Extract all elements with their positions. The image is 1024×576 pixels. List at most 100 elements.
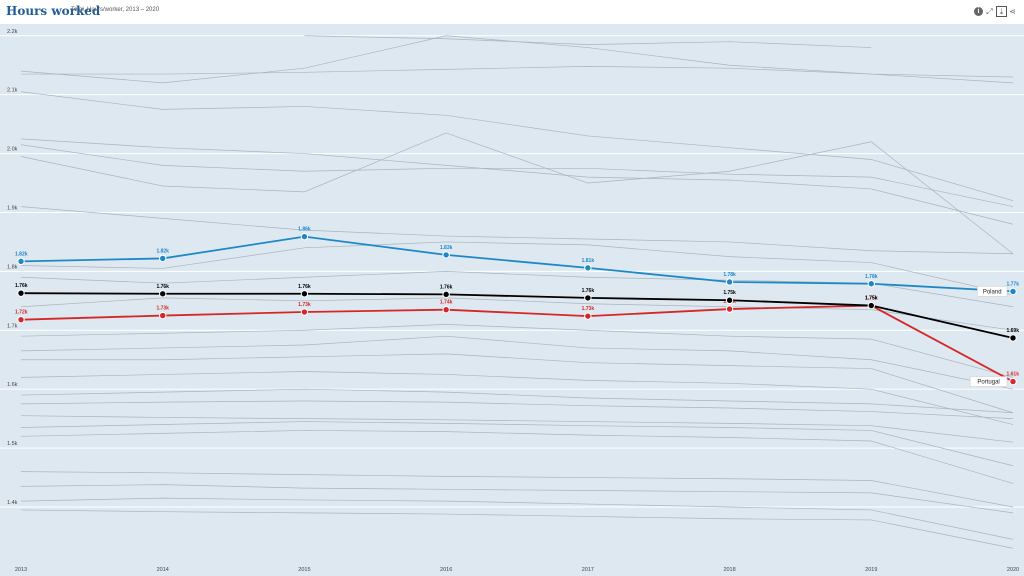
- x-tick-label: 2020: [1007, 567, 1019, 573]
- context-line: [20, 324, 1014, 378]
- context-line: [21, 66, 1014, 84]
- context-line: [20, 497, 1014, 540]
- data-label: 1.75k: [865, 296, 878, 302]
- context-line: [304, 35, 872, 48]
- context-line: [20, 509, 1014, 549]
- highlight-series: 1.82k 1.82k 1.86k 1.83k 1.81k 1.78k 1.78k 1.77k…: [15, 227, 1019, 387]
- data-label: 1.76k: [582, 288, 595, 294]
- series-name-label: Portugal: [977, 380, 999, 386]
- data-point[interactable]: [159, 311, 167, 320]
- x-tick-label: 2014: [157, 567, 169, 573]
- data-label: 1.77k: [1006, 281, 1019, 287]
- data-point[interactable]: [159, 290, 167, 298]
- context-line: [20, 144, 1014, 207]
- data-label: 1.83k: [440, 245, 453, 251]
- data-point[interactable]: [300, 290, 309, 298]
- series-line[interactable]: [20, 304, 1014, 383]
- context-line: [20, 297, 1014, 331]
- context-line: [20, 415, 1014, 443]
- chart-header: Hours worked Total, Hours/worker, 2013 –…: [0, 0, 1024, 24]
- context-line: [20, 484, 1014, 514]
- y-tick-label: 1.9k: [7, 205, 18, 211]
- data-point[interactable]: [867, 301, 875, 310]
- data-label: 1.76k: [440, 284, 453, 290]
- context-line: [20, 371, 1014, 425]
- data-point[interactable]: [300, 232, 309, 241]
- fullscreen-icon[interactable]: ⤢: [986, 7, 993, 16]
- y-tick-label: 1.5k: [7, 441, 18, 447]
- data-point[interactable]: [725, 278, 734, 286]
- data-point[interactable]: [584, 294, 592, 302]
- share-icon[interactable]: ⋖: [1009, 7, 1016, 16]
- data-label: 1.61k: [1006, 372, 1019, 378]
- context-line: [20, 430, 1014, 484]
- context-series: [20, 35, 1014, 549]
- context-line: [20, 388, 1014, 414]
- data-label: 1.75k: [723, 290, 736, 296]
- series-line[interactable]: [20, 235, 1014, 293]
- context-line: [20, 335, 1014, 390]
- data-label: 1.72k: [15, 310, 28, 316]
- data-point[interactable]: [17, 315, 25, 324]
- data-point[interactable]: [442, 305, 450, 314]
- info-icon[interactable]: i: [974, 7, 983, 16]
- data-point[interactable]: [17, 257, 25, 266]
- y-tick-label: 1.4k: [7, 500, 18, 506]
- data-point[interactable]: [867, 280, 875, 288]
- data-point[interactable]: [725, 296, 734, 304]
- x-tick-label: 2015: [298, 567, 310, 573]
- series-poland[interactable]: 1.82k 1.82k 1.86k 1.83k 1.81k 1.78k 1.78k 1.77k…: [15, 227, 1019, 297]
- data-point[interactable]: [442, 290, 450, 299]
- y-axis-ticks: 1.4k 1.5k 1.6k 1.7k 1.8k 1.9k 2.0k 2.1k 2.2k: [7, 29, 18, 506]
- context-line: [20, 400, 1014, 419]
- data-point[interactable]: [159, 254, 167, 263]
- context-line: [20, 138, 1014, 225]
- data-label: 1.86k: [298, 227, 311, 233]
- x-tick-label: 2019: [865, 567, 877, 573]
- y-tick-label: 2.1k: [7, 88, 18, 94]
- context-line: [20, 421, 1014, 467]
- data-point[interactable]: [300, 308, 309, 316]
- y-tick-label: 1.8k: [7, 264, 18, 270]
- y-tick-label: 1.6k: [7, 382, 18, 388]
- data-label: 1.73k: [298, 302, 311, 308]
- data-label: 1.69k: [1006, 328, 1019, 334]
- data-label: 1.81k: [582, 258, 595, 264]
- data-label: 1.76k: [298, 284, 311, 290]
- data-point[interactable]: [442, 251, 450, 259]
- y-tick-label: 2.0k: [7, 147, 18, 153]
- data-label: 1.73k: [156, 306, 169, 312]
- series-average[interactable]: 1.76k 1.76k 1.76k 1.76k 1.76k 1.75k 1.75k 1.69k: [15, 283, 1019, 342]
- series-name-label: Poland: [983, 289, 1002, 295]
- data-label: 1.78k: [723, 272, 736, 278]
- x-axis-ticks: 2013 2014 2015 2016 2017 2018 2019 2020: [15, 567, 1019, 573]
- x-tick-label: 2016: [440, 567, 452, 573]
- plot-background: [0, 24, 1024, 576]
- data-label: 1.78k: [865, 274, 878, 280]
- series-line[interactable]: [20, 292, 1014, 339]
- context-line: [20, 241, 1014, 296]
- line-chart: 1.4k 1.5k 1.6k 1.7k 1.8k 1.9k 2.0k 2.1k 2.2k 201…: [0, 24, 1024, 576]
- data-point[interactable]: [1009, 377, 1017, 386]
- context-line: [20, 471, 1014, 508]
- series-portugal[interactable]: 1.72k1.73k1.73k1.74k1.73k1.74k1.75k1.61k…: [15, 296, 1019, 387]
- data-point[interactable]: [725, 305, 734, 313]
- y-tick-label: 1.7k: [7, 323, 18, 329]
- data-point[interactable]: [584, 264, 592, 272]
- data-point[interactable]: [17, 289, 25, 297]
- x-tick-label: 2013: [15, 567, 27, 573]
- data-point[interactable]: [1009, 287, 1017, 296]
- x-tick-label: 2018: [723, 567, 735, 573]
- grid-lines: [0, 35, 1024, 508]
- data-label: 1.73k: [582, 306, 595, 312]
- data-label: 1.74k: [440, 300, 453, 306]
- chart-subtitle: Total, Hours/worker, 2013 – 2020: [71, 7, 160, 13]
- data-point[interactable]: [1009, 334, 1017, 342]
- data-label: 1.76k: [156, 284, 169, 290]
- data-point[interactable]: [584, 312, 592, 320]
- download-icon[interactable]: ⤓: [996, 6, 1007, 17]
- context-line: [20, 206, 1014, 255]
- data-label: 1.82k: [15, 251, 28, 257]
- data-label: 1.75k: [865, 296, 878, 302]
- series-name-box: [977, 286, 1008, 297]
